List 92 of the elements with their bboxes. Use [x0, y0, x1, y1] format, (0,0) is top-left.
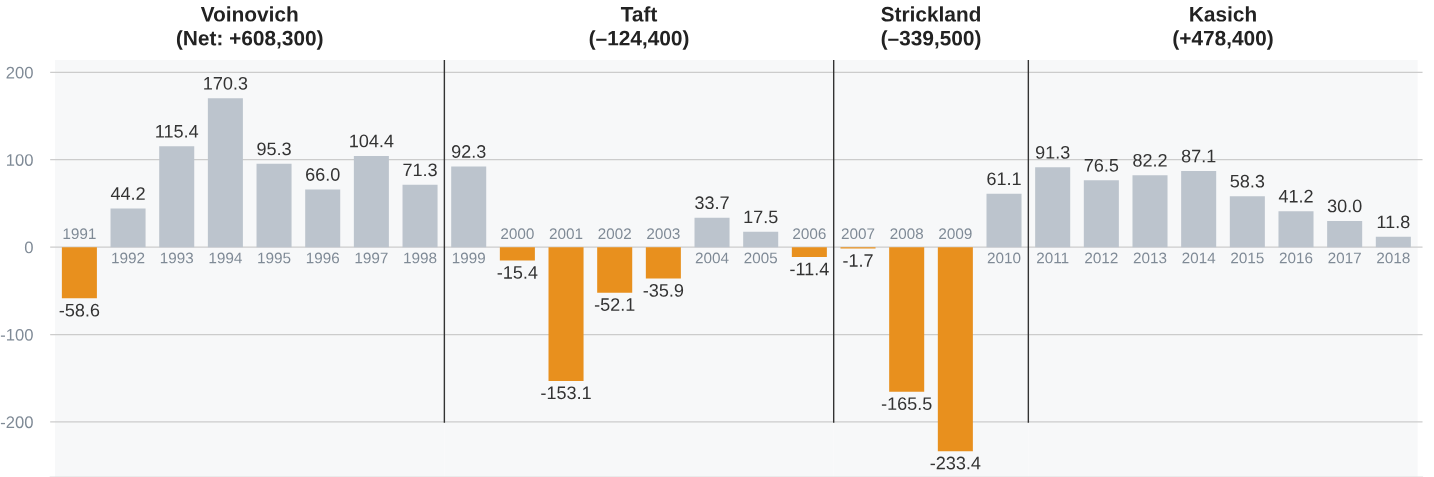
- data-label: 11.8: [1377, 215, 1410, 229]
- x-tick-label: 2009: [939, 228, 972, 240]
- x-tick-label: 1999: [452, 252, 485, 264]
- data-label: 87.1: [1181, 149, 1216, 163]
- band-label: Taft (–124,400): [589, 6, 689, 50]
- x-tick-label: 2011: [1037, 252, 1069, 264]
- bar: [889, 247, 925, 392]
- x-tick-label: 1998: [404, 252, 437, 264]
- x-tick-label: 2013: [1133, 252, 1167, 264]
- x-tick-label: 2010: [987, 252, 1021, 264]
- data-label: 76.5: [1084, 158, 1119, 172]
- band-label: Strickland (–339,500): [881, 6, 981, 50]
- bar: [207, 98, 243, 248]
- data-label: -233.4: [930, 456, 981, 470]
- bar: [937, 247, 973, 452]
- bar: [1035, 167, 1071, 248]
- data-label: 30.0: [1327, 199, 1362, 213]
- bar: [1327, 220, 1363, 248]
- bar: [986, 193, 1022, 248]
- data-label: -15.4: [497, 266, 538, 279]
- band-label: Voinovich (Net: +608,300): [176, 6, 323, 50]
- bar: [353, 155, 389, 248]
- data-label: -58.6: [59, 303, 100, 317]
- data-label: 33.7: [695, 196, 729, 210]
- bar: [451, 166, 487, 248]
- y-tick-label: -200: [0, 416, 33, 429]
- bar: [694, 217, 730, 248]
- data-label: 91.3: [1035, 145, 1070, 159]
- y-tick-label: -100: [0, 328, 33, 341]
- x-tick-label: 2012: [1085, 252, 1118, 264]
- bar: [597, 247, 633, 293]
- y-tick-label: 200: [6, 66, 33, 79]
- bar: [159, 146, 195, 248]
- data-label: 41.2: [1278, 189, 1313, 203]
- data-label: -153.1: [541, 386, 591, 400]
- bar: [1229, 196, 1265, 248]
- bar: [305, 189, 341, 248]
- x-tick-label: 1995: [258, 252, 291, 264]
- bar: [1132, 175, 1168, 248]
- bar: [1181, 171, 1217, 248]
- x-tick-label: 2001: [549, 228, 583, 240]
- data-label: -1.7: [843, 254, 873, 267]
- data-label: 82.2: [1133, 153, 1167, 167]
- bar: [499, 247, 535, 261]
- x-tick-label: 2000: [501, 228, 534, 240]
- bar: [743, 231, 779, 248]
- x-tick-label: 2002: [598, 228, 631, 240]
- data-label: 92.3: [451, 145, 486, 158]
- data-label: 66.0: [306, 168, 340, 181]
- bar: [791, 247, 827, 258]
- x-tick-label: 1993: [160, 252, 194, 264]
- bar: [1375, 236, 1411, 248]
- data-label: 170.3: [204, 76, 248, 90]
- data-label: 58.3: [1230, 174, 1265, 188]
- y-tick-label: 0: [24, 241, 33, 254]
- data-label: 71.3: [403, 163, 437, 177]
- data-label: -11.4: [790, 262, 829, 276]
- data-label: 61.1: [987, 172, 1021, 186]
- x-tick-label: 2004: [695, 252, 729, 264]
- x-tick-label: 2003: [647, 228, 680, 240]
- bar: [1083, 180, 1119, 248]
- x-tick-label: 1994: [209, 252, 242, 264]
- x-tick-label: 1996: [306, 252, 340, 264]
- bar: [402, 184, 438, 248]
- x-tick-label: 1992: [112, 252, 145, 264]
- band-label: Kasich (+478,400): [1173, 6, 1273, 50]
- x-tick-label: 2007: [841, 228, 875, 240]
- x-tick-label: 2005: [744, 252, 778, 264]
- bar: [645, 247, 681, 279]
- data-label: -165.5: [881, 397, 932, 411]
- data-label: -35.9: [643, 283, 684, 297]
- bar: [548, 247, 584, 381]
- x-tick-label: 2008: [890, 228, 924, 240]
- x-tick-label: 2018: [1377, 252, 1410, 264]
- data-label: 115.4: [156, 125, 199, 138]
- y-tick-label: 100: [6, 154, 33, 166]
- bar: [110, 208, 146, 248]
- x-tick-label: 1991: [63, 228, 96, 240]
- x-tick-label: 1997: [355, 252, 388, 264]
- x-tick-label: 2006: [793, 228, 826, 240]
- x-tick-label: 2014: [1182, 252, 1216, 264]
- x-tick-label: 2016: [1279, 252, 1313, 264]
- bar: [61, 247, 97, 299]
- bar: [256, 163, 292, 248]
- bar: [1278, 211, 1314, 248]
- data-label: 95.3: [257, 142, 291, 156]
- data-label: -52.1: [594, 298, 635, 311]
- data-label: 44.2: [110, 187, 145, 200]
- data-label: 17.5: [744, 210, 778, 224]
- x-tick-label: 2017: [1328, 252, 1361, 264]
- data-label: 104.4: [350, 134, 394, 148]
- x-tick-label: 2015: [1231, 252, 1264, 264]
